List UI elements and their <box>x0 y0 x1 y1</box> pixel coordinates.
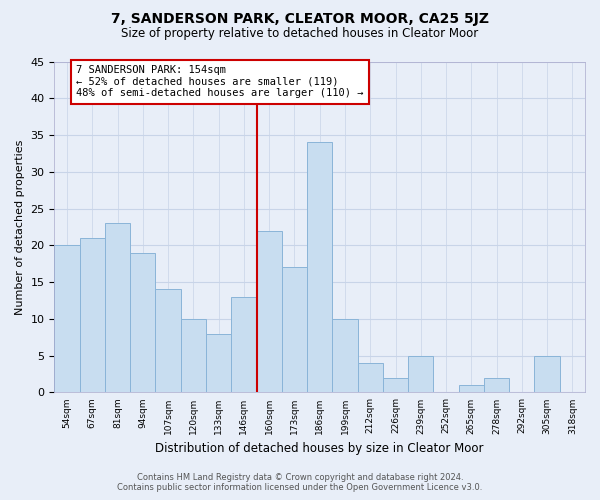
Bar <box>484 378 509 392</box>
Y-axis label: Number of detached properties: Number of detached properties <box>15 140 25 314</box>
Bar <box>231 297 257 392</box>
Text: 7, SANDERSON PARK, CLEATOR MOOR, CA25 5JZ: 7, SANDERSON PARK, CLEATOR MOOR, CA25 5J… <box>111 12 489 26</box>
Bar <box>55 246 80 392</box>
Bar <box>105 224 130 392</box>
Bar <box>257 230 282 392</box>
Bar <box>155 290 181 393</box>
Bar <box>206 334 231 392</box>
Bar <box>80 238 105 392</box>
Bar <box>383 378 408 392</box>
Bar <box>408 356 433 393</box>
Text: 7 SANDERSON PARK: 154sqm
← 52% of detached houses are smaller (119)
48% of semi-: 7 SANDERSON PARK: 154sqm ← 52% of detach… <box>76 65 364 98</box>
Bar <box>458 385 484 392</box>
Bar <box>307 142 332 392</box>
Text: Size of property relative to detached houses in Cleator Moor: Size of property relative to detached ho… <box>121 28 479 40</box>
Text: Contains HM Land Registry data © Crown copyright and database right 2024.
Contai: Contains HM Land Registry data © Crown c… <box>118 473 482 492</box>
Bar <box>535 356 560 393</box>
Bar <box>358 363 383 392</box>
Bar <box>332 319 358 392</box>
Bar <box>130 252 155 392</box>
X-axis label: Distribution of detached houses by size in Cleator Moor: Distribution of detached houses by size … <box>155 442 484 455</box>
Bar <box>181 319 206 392</box>
Bar <box>282 268 307 392</box>
